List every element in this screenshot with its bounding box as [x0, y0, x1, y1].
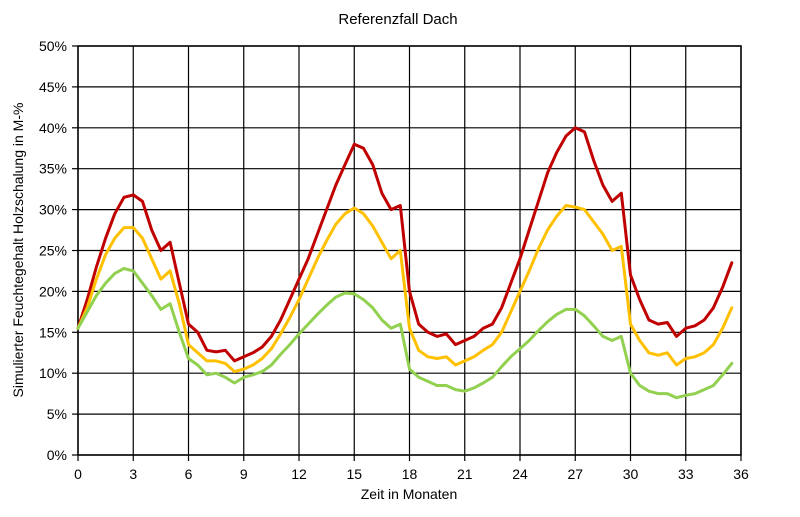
- x-axis-ticks: 0 3 6 9 12 15 18 21 24 27 30 33 36: [74, 455, 749, 482]
- y-tick-label: 35%: [39, 161, 67, 177]
- series-lines: [76, 126, 734, 400]
- x-axis-title: Zeit in Monaten: [361, 486, 458, 502]
- y-tick-label: 20%: [39, 283, 67, 299]
- x-tick-label: 18: [402, 466, 418, 482]
- y-tick-label: 15%: [39, 324, 67, 340]
- x-tick-label: 24: [512, 466, 528, 482]
- x-tick-label: 36: [733, 466, 749, 482]
- y-tick-label: 25%: [39, 243, 67, 259]
- y-tick-label: 5%: [47, 406, 67, 422]
- series-line-2: [76, 204, 734, 374]
- y-tick-label: 30%: [39, 202, 67, 218]
- y-axis-ticks: 0% 5% 10% 15% 20% 25% 30% 35% 40% 45% 50%: [39, 38, 78, 463]
- y-axis-title: Simulierter Feuchtegehalt Holzschalung i…: [10, 103, 26, 398]
- y-tick-label: 45%: [39, 79, 67, 95]
- x-tick-label: 9: [240, 466, 248, 482]
- y-tick-label: 0%: [47, 447, 67, 463]
- y-tick-label: 50%: [39, 38, 67, 54]
- y-tick-label: 40%: [39, 120, 67, 136]
- series-line-1: [76, 126, 734, 363]
- x-tick-label: 6: [185, 466, 193, 482]
- x-tick-label: 27: [567, 466, 583, 482]
- x-tick-label: 3: [129, 466, 137, 482]
- x-tick-label: 30: [623, 466, 639, 482]
- grid: [77, 45, 742, 456]
- x-tick-label: 15: [346, 466, 362, 482]
- series-line-3: [76, 267, 734, 400]
- x-tick-label: 21: [457, 466, 473, 482]
- y-tick-label: 10%: [39, 365, 67, 381]
- x-tick-label: 33: [678, 466, 694, 482]
- x-tick-label: 0: [74, 466, 82, 482]
- x-tick-label: 12: [291, 466, 307, 482]
- chart-title: Referenzfall Dach: [338, 11, 457, 28]
